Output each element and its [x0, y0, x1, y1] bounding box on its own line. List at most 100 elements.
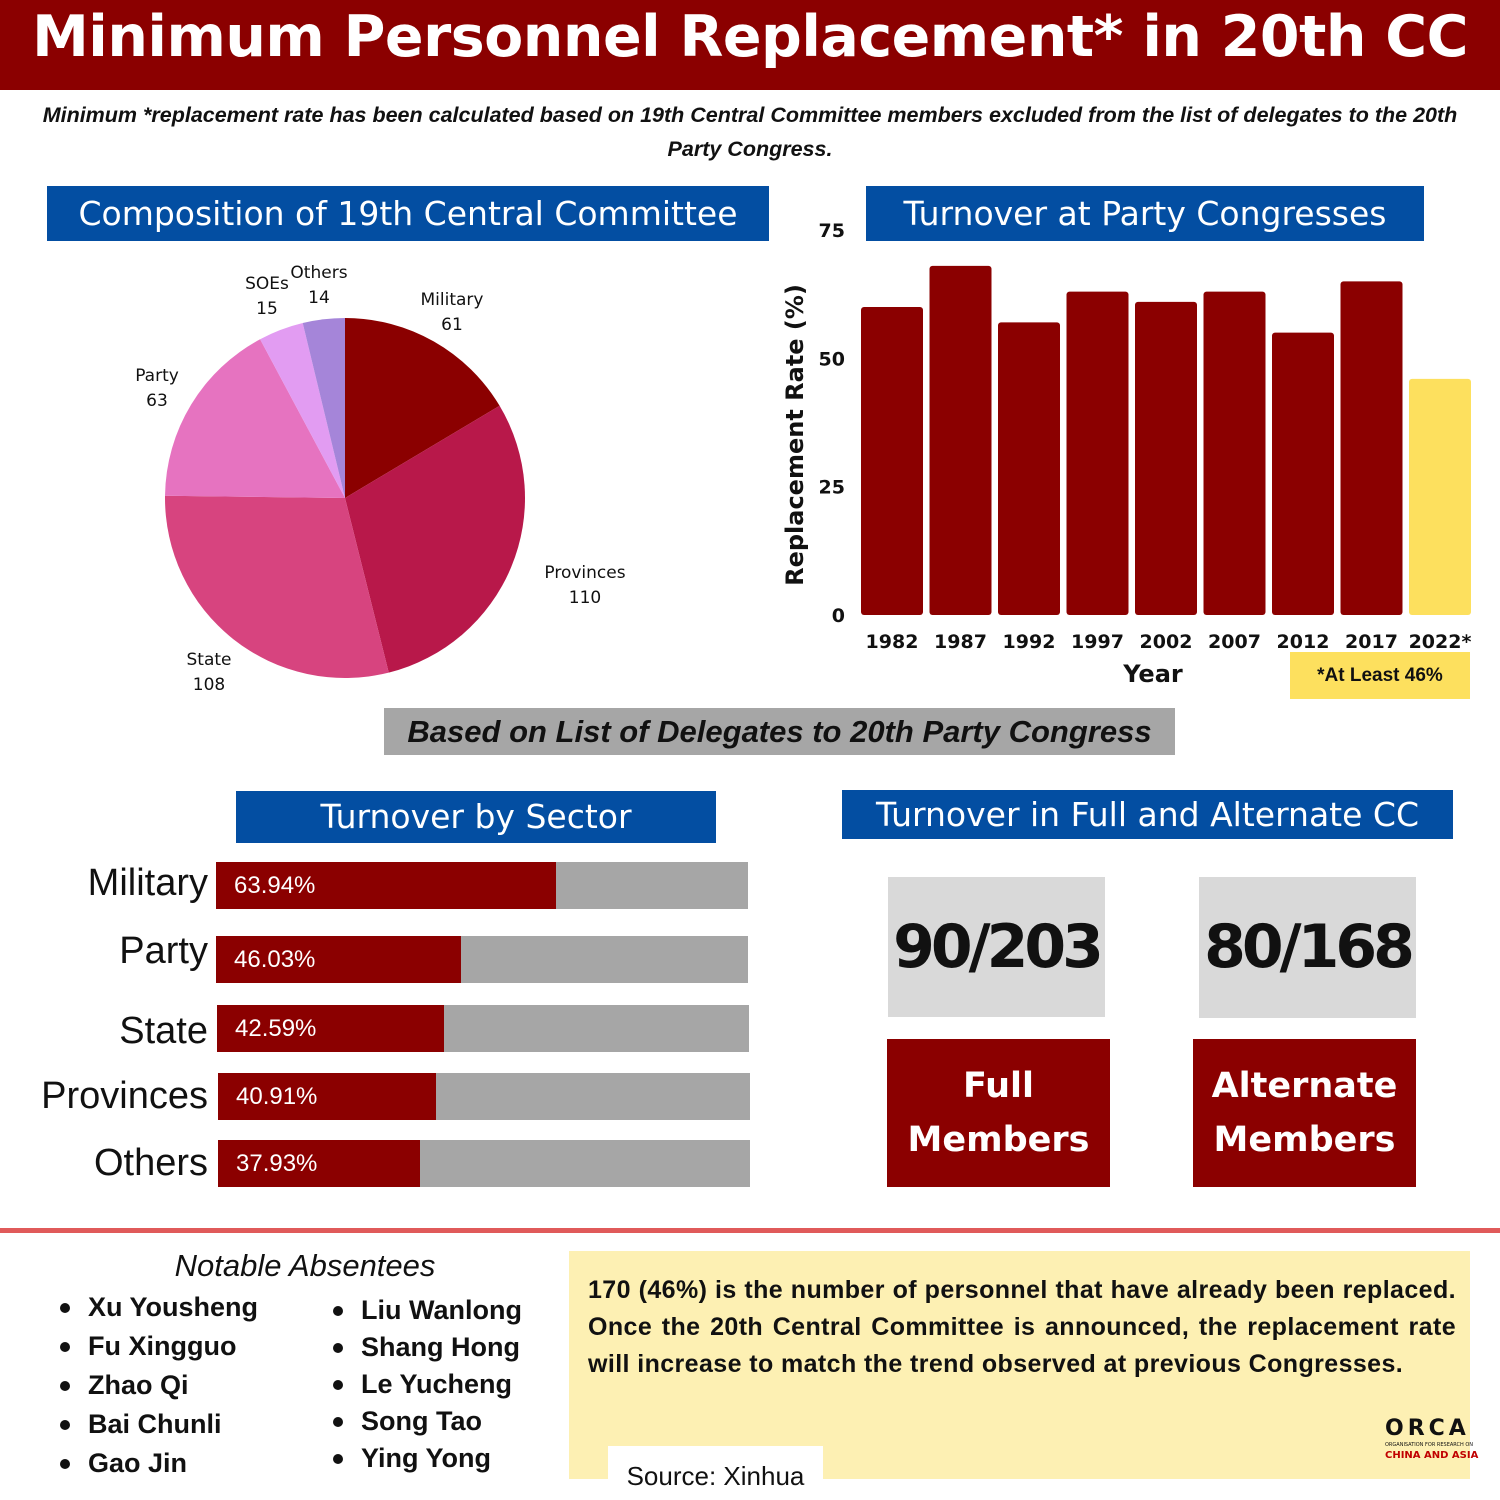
bar-chart: 0 25 50 75 1982 1987 1992 1997 2002 2007 2012 2017 2…	[781, 220, 1472, 688]
pie-slice-party	[165, 339, 345, 498]
based-on-banner: Based on List of Delegates to 20th Party…	[384, 708, 1175, 755]
full-members-ratio: 90/203	[893, 912, 1104, 982]
pie-label-provinces: Provinces	[544, 563, 625, 583]
sector-track: 37.93%	[218, 1140, 750, 1187]
absentee-name: Zhao Qi	[60, 1366, 258, 1405]
x-tick-label: 2012	[1277, 631, 1330, 653]
full-members-label-1: Full	[962, 1066, 1035, 1106]
absentee-name: Xu Yousheng	[60, 1288, 258, 1327]
y-axis-title: Replacement Rate (%)	[781, 284, 809, 586]
bar-1992	[998, 322, 1060, 615]
bar-1982	[861, 307, 923, 615]
absentee-name: Le Yucheng	[333, 1366, 522, 1403]
pie-value-party: 63	[146, 391, 168, 411]
sector-label-provinces: Provinces	[41, 1075, 208, 1117]
full-members-label-2: Members	[907, 1120, 1090, 1160]
pie-label-others: Others	[290, 263, 347, 283]
bar-2012	[1272, 332, 1334, 615]
x-tick-label: 1987	[934, 631, 987, 653]
alternate-members-label-1: Alternate	[1211, 1066, 1398, 1106]
x-tick-label: 1982	[866, 631, 919, 653]
x-axis-title: Year	[1122, 660, 1183, 688]
bar-2022	[1409, 378, 1471, 615]
y-tick-label: 0	[832, 605, 845, 627]
absentee-name: Song Tao	[333, 1403, 522, 1440]
sector-label-others: Others	[93, 1142, 208, 1184]
sector-label-military: Military	[87, 862, 208, 904]
bar-1987	[929, 265, 992, 615]
alternate-members-label-box: Alternate Members	[1193, 1039, 1416, 1187]
title-bar	[0, 0, 1500, 90]
pie-chart-title: Composition of 19th Central Committee	[47, 186, 769, 241]
pie-label-soes: SOEs	[245, 274, 289, 294]
pie-slice-provinces	[345, 405, 526, 673]
absentee-name: Shang Hong	[333, 1329, 522, 1366]
logo-subtitle-2: CHINA AND ASIA	[1385, 1450, 1479, 1461]
logo-subtitle-1: ORGANISATION FOR RESEARCH ON	[1385, 1442, 1474, 1448]
y-tick-label: 75	[819, 220, 845, 242]
sector-value-provinces: 40.91%	[236, 1083, 318, 1110]
pie-slice-military	[345, 318, 500, 498]
summary-box	[569, 1251, 1470, 1479]
pie-label-party: Party	[135, 366, 179, 386]
sector-track: 63.94%	[216, 862, 748, 909]
x-tick-label: 1997	[1071, 631, 1124, 653]
pie-value-military: 61	[441, 315, 463, 335]
x-tick-label: 2007	[1208, 631, 1261, 653]
sector-bar-party	[216, 936, 461, 983]
sector-chart-title: Turnover by Sector	[236, 791, 716, 843]
summary-text: 170 (46%) is the number of personnel tha…	[588, 1276, 1456, 1378]
absentee-name: Fu Xingguo	[60, 1327, 258, 1366]
page-subtitle: Minimum *replacement rate has been calcu…	[42, 103, 1458, 161]
absentees-list-right: Liu Wanlong Shang Hong Le Yucheng Song T…	[333, 1292, 522, 1477]
page-title: Minimum Personnel Replacement* in 20th C…	[32, 4, 1468, 70]
x-tick-label: 2022*	[1409, 631, 1472, 653]
absentees-list-left: Xu Yousheng Fu Xingguo Zhao Qi Bai Chunl…	[60, 1288, 258, 1483]
sector-bar-others	[218, 1140, 420, 1187]
pie-label-state: State	[187, 650, 232, 670]
sector-bar-state	[217, 1005, 444, 1052]
source-label: Source: Xinhua	[608, 1446, 823, 1500]
bar-2002	[1135, 301, 1197, 615]
sector-label-state: State	[119, 1010, 208, 1052]
absentee-name: Liu Wanlong	[333, 1292, 522, 1329]
alternate-members-box: 80/168	[1199, 877, 1416, 1018]
x-tick-label: 1992	[1003, 631, 1056, 653]
x-tick-label: 2017	[1345, 631, 1398, 653]
pie-chart: Military 61 Provinces 110 State 108 Party 63 SOE…	[135, 263, 626, 695]
pie-value-others: 14	[308, 288, 330, 308]
logo-wordmark: ORCA	[1385, 1416, 1470, 1441]
members-title: Turnover in Full and Alternate CC	[842, 790, 1453, 839]
sector-track: 46.03%	[216, 936, 748, 983]
pie-value-provinces: 110	[569, 588, 601, 608]
orca-logo: ORCA ORGANISATION FOR RESEARCH ON CHINA …	[1385, 1412, 1479, 1468]
at-least-note: *At Least 46%	[1290, 652, 1470, 699]
bar-2007	[1203, 291, 1266, 615]
bar-2017	[1340, 281, 1403, 615]
sector-value-others: 37.93%	[236, 1150, 318, 1177]
pie-slice-others	[302, 318, 345, 498]
full-members-label-box: Full Members	[887, 1039, 1110, 1187]
sector-bar-provinces	[218, 1073, 436, 1120]
pie-label-military: Military	[421, 290, 484, 310]
alternate-members-label-2: Members	[1213, 1120, 1396, 1160]
x-tick-label: 2002	[1140, 631, 1193, 653]
pie-value-state: 108	[193, 675, 225, 695]
alternate-members-ratio: 80/168	[1204, 912, 1415, 982]
y-tick-label: 25	[819, 477, 845, 499]
sector-value-military: 63.94%	[234, 872, 316, 899]
pie-slice-soes	[260, 323, 345, 498]
sector-track: 42.59%	[217, 1005, 749, 1052]
absentee-name: Bai Chunli	[60, 1405, 258, 1444]
bar-chart-title: Turnover at Party Congresses	[866, 186, 1424, 241]
section-divider	[0, 1228, 1500, 1233]
full-members-box: 90/203	[888, 877, 1105, 1017]
y-tick-label: 50	[819, 348, 845, 370]
absentees-title: Notable Absentees	[174, 1248, 436, 1283]
absentee-name: Gao Jin	[60, 1444, 258, 1483]
sector-track: 40.91%	[218, 1073, 750, 1120]
sector-bar-military	[216, 862, 557, 909]
pie-value-soes: 15	[256, 299, 278, 319]
bar-1997	[1066, 291, 1129, 615]
sector-value-state: 42.59%	[235, 1015, 317, 1042]
